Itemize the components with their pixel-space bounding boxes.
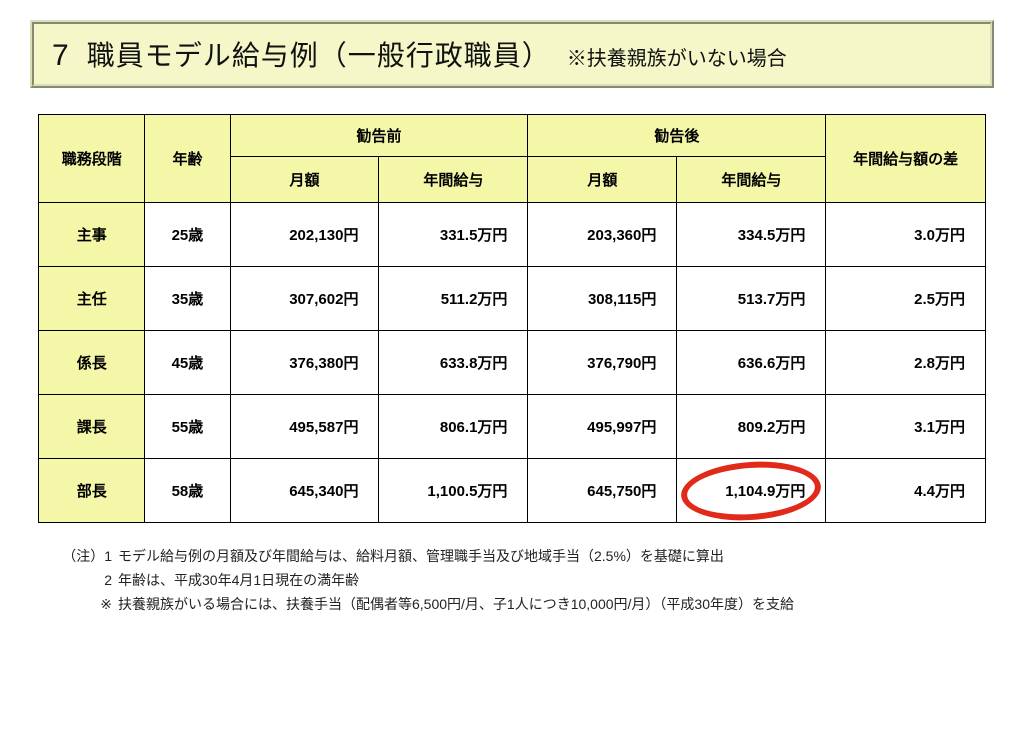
footnote-row: ※ 扶養親族がいる場合には、扶養手当（配偶者等6,500円/月、子1人につき10… xyxy=(60,593,964,617)
cell-after-m: 645,750円 xyxy=(528,459,677,523)
cell-rank: 主任 xyxy=(39,267,145,331)
footnote-label: （注）1 xyxy=(60,545,118,569)
cell-rank: 主事 xyxy=(39,203,145,267)
th-age: 年齢 xyxy=(145,115,230,203)
footnote-row: 2 年齢は、平成30年4月1日現在の満年齢 xyxy=(60,569,964,593)
cell-before-y: 511.2万円 xyxy=(379,267,528,331)
table-head: 職務段階 年齢 勧告前 勧告後 年間給与額の差 月額 年間給与 月額 年間給与 xyxy=(39,115,986,203)
th-after: 勧告後 xyxy=(528,115,826,157)
cell-diff: 2.8万円 xyxy=(826,331,986,395)
footnote-label: ※ xyxy=(60,593,118,617)
table-row: 係長45歳376,380円633.8万円376,790円636.6万円2.8万円 xyxy=(39,331,986,395)
cell-rank: 部長 xyxy=(39,459,145,523)
cell-after-y: 809.2万円 xyxy=(677,395,826,459)
table-body: 主事25歳202,130円331.5万円203,360円334.5万円3.0万円… xyxy=(39,203,986,523)
cell-age: 55歳 xyxy=(145,395,230,459)
title-bar: 7 職員モデル給与例（一般行政職員） ※扶養親族がいない場合 xyxy=(30,20,994,88)
footnote-text: モデル給与例の月額及び年間給与は、給料月額、管理職手当及び地域手当（2.5%）を… xyxy=(118,545,724,569)
th-before: 勧告前 xyxy=(230,115,528,157)
salary-table: 職務段階 年齢 勧告前 勧告後 年間給与額の差 月額 年間給与 月額 年間給与 … xyxy=(38,114,986,523)
title-note: ※扶養親族がいない場合 xyxy=(567,42,787,71)
table-wrap: 職務段階 年齢 勧告前 勧告後 年間給与額の差 月額 年間給与 月額 年間給与 … xyxy=(38,114,986,523)
table-row: 主事25歳202,130円331.5万円203,360円334.5万円3.0万円 xyxy=(39,203,986,267)
cell-before-m: 645,340円 xyxy=(230,459,379,523)
cell-before-m: 376,380円 xyxy=(230,331,379,395)
cell-before-y: 331.5万円 xyxy=(379,203,528,267)
cell-before-y: 806.1万円 xyxy=(379,395,528,459)
cell-after-m: 495,997円 xyxy=(528,395,677,459)
title-main: 職員モデル給与例（一般行政職員） xyxy=(87,34,551,74)
cell-diff: 2.5万円 xyxy=(826,267,986,331)
th-after-annual: 年間給与 xyxy=(677,157,826,203)
cell-age: 58歳 xyxy=(145,459,230,523)
cell-before-m: 495,587円 xyxy=(230,395,379,459)
cell-after-y: 636.6万円 xyxy=(677,331,826,395)
footnotes: （注）1 モデル給与例の月額及び年間給与は、給料月額、管理職手当及び地域手当（2… xyxy=(60,545,964,616)
th-diff: 年間給与額の差 xyxy=(826,115,986,203)
cell-rank: 係長 xyxy=(39,331,145,395)
footnote-text: 扶養親族がいる場合には、扶養手当（配偶者等6,500円/月、子1人につき10,0… xyxy=(118,593,794,617)
cell-diff: 3.0万円 xyxy=(826,203,986,267)
table-row: 主任35歳307,602円511.2万円308,115円513.7万円2.5万円 xyxy=(39,267,986,331)
cell-diff: 3.1万円 xyxy=(826,395,986,459)
th-rank: 職務段階 xyxy=(39,115,145,203)
cell-rank: 課長 xyxy=(39,395,145,459)
cell-age: 25歳 xyxy=(145,203,230,267)
th-before-annual: 年間給与 xyxy=(379,157,528,203)
cell-after-m: 203,360円 xyxy=(528,203,677,267)
cell-after-y: 1,104.9万円 xyxy=(677,459,826,523)
cell-after-y: 513.7万円 xyxy=(677,267,826,331)
table-row: 課長55歳495,587円806.1万円495,997円809.2万円3.1万円 xyxy=(39,395,986,459)
cell-age: 45歳 xyxy=(145,331,230,395)
cell-after-y: 334.5万円 xyxy=(677,203,826,267)
footnote-label: 2 xyxy=(60,569,118,593)
cell-diff: 4.4万円 xyxy=(826,459,986,523)
footnote-row: （注）1 モデル給与例の月額及び年間給与は、給料月額、管理職手当及び地域手当（2… xyxy=(60,545,964,569)
cell-after-m: 308,115円 xyxy=(528,267,677,331)
cell-before-m: 307,602円 xyxy=(230,267,379,331)
cell-before-y: 633.8万円 xyxy=(379,331,528,395)
cell-before-y: 1,100.5万円 xyxy=(379,459,528,523)
title-number: 7 xyxy=(52,39,69,73)
cell-age: 35歳 xyxy=(145,267,230,331)
footnote-text: 年齢は、平成30年4月1日現在の満年齢 xyxy=(118,569,359,593)
th-after-monthly: 月額 xyxy=(528,157,677,203)
cell-after-m: 376,790円 xyxy=(528,331,677,395)
table-row: 部長58歳645,340円1,100.5万円645,750円1,104.9万円4… xyxy=(39,459,986,523)
th-before-monthly: 月額 xyxy=(230,157,379,203)
cell-before-m: 202,130円 xyxy=(230,203,379,267)
